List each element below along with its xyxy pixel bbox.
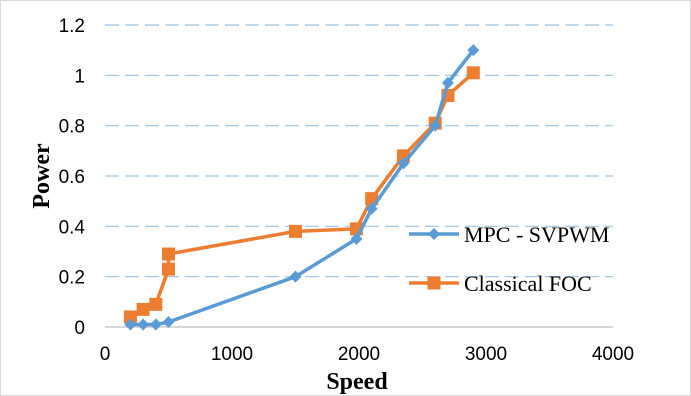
legend-entry: Classical FOC xyxy=(409,271,592,296)
y-tick-label: 0.8 xyxy=(59,117,85,138)
x-tick-label: 1000 xyxy=(211,344,253,365)
x-tick-label: 2000 xyxy=(338,344,380,365)
data-point xyxy=(467,44,480,57)
data-point xyxy=(162,247,175,261)
gridlines xyxy=(105,24,613,278)
legend-label: Classical FOC xyxy=(464,271,592,296)
y-tick-label: 0.4 xyxy=(59,217,86,238)
legend-entry: MPC - SVPWM xyxy=(409,222,609,247)
y-tick-label: 0.2 xyxy=(59,268,85,289)
y-tick-label: 1 xyxy=(74,66,85,87)
series-classical-foc xyxy=(123,66,480,324)
x-tick-label: 0 xyxy=(100,344,111,365)
y-tick-label: 1.2 xyxy=(59,16,85,37)
legend-label: MPC - SVPWM xyxy=(464,222,609,247)
legend: MPC - SVPWM Classical FOC xyxy=(409,222,609,296)
data-point xyxy=(397,157,410,170)
x-tick-label: 4000 xyxy=(592,344,634,365)
data-point xyxy=(429,119,442,132)
x-axis-title: Speed xyxy=(326,369,388,395)
data-point xyxy=(123,310,137,324)
y-tick-label: 0.6 xyxy=(59,167,85,188)
data-point xyxy=(365,202,378,215)
data-point xyxy=(289,270,302,283)
x-tick-label: 3000 xyxy=(465,344,507,365)
data-point xyxy=(162,262,175,276)
y-axis-title: Power xyxy=(29,143,55,209)
data-point xyxy=(441,76,454,89)
data-point xyxy=(466,66,480,80)
legend-marker xyxy=(427,276,441,290)
y-tick-label: 0 xyxy=(74,318,85,339)
data-point xyxy=(136,302,150,316)
data-point xyxy=(149,318,162,331)
data-point xyxy=(162,315,175,328)
series-lines xyxy=(123,44,480,331)
data-point xyxy=(149,297,163,311)
tick-labels: 0 0.2 0.4 0.6 0.8 1 1.2 0 1000 2000 3000 4000 xyxy=(59,16,635,365)
series-mpc-svpwm xyxy=(124,44,480,331)
series-line xyxy=(129,71,475,319)
data-point xyxy=(350,232,363,245)
data-point xyxy=(137,318,150,331)
legend-marker xyxy=(428,228,440,240)
data-point xyxy=(289,224,302,238)
data-point xyxy=(124,318,137,331)
